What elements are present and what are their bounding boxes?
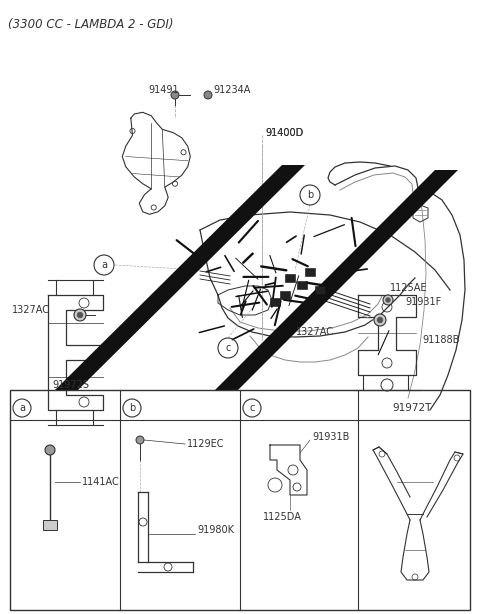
Text: a: a (19, 403, 25, 413)
Circle shape (374, 314, 386, 326)
Text: b: b (307, 190, 313, 200)
Text: 91931B: 91931B (312, 432, 349, 442)
Bar (315, 286, 325, 294)
Text: 91188B: 91188B (422, 335, 459, 345)
Bar (285, 274, 295, 282)
Circle shape (385, 298, 391, 303)
Circle shape (77, 312, 83, 318)
Circle shape (136, 436, 144, 444)
Text: 91972S: 91972S (52, 380, 89, 390)
Text: 91400D: 91400D (265, 128, 303, 138)
Text: 1141AC: 1141AC (82, 477, 120, 487)
Bar (10, 390, 470, 610)
Text: a: a (101, 260, 107, 270)
Text: 1327AC: 1327AC (12, 305, 50, 315)
Bar (270, 298, 280, 306)
Circle shape (45, 445, 55, 455)
Text: 1125AE: 1125AE (390, 283, 428, 293)
Text: b: b (129, 403, 135, 413)
Text: 1125DA: 1125DA (263, 512, 302, 522)
Bar (43, 520, 57, 530)
Text: 91972T: 91972T (392, 403, 432, 413)
Polygon shape (55, 165, 305, 390)
Circle shape (377, 317, 383, 323)
Text: (3300 CC - LAMBDA 2 - GDI): (3300 CC - LAMBDA 2 - GDI) (8, 18, 173, 31)
Circle shape (74, 309, 86, 321)
Text: c: c (249, 403, 255, 413)
Text: 91234A: 91234A (213, 85, 251, 95)
Circle shape (383, 295, 393, 305)
Text: c: c (225, 343, 231, 353)
Text: 1129EC: 1129EC (187, 439, 225, 449)
Bar (280, 291, 290, 299)
Text: 91980K: 91980K (197, 525, 234, 535)
Bar (305, 268, 315, 276)
Bar (297, 281, 307, 289)
Circle shape (204, 91, 212, 99)
Text: 91931F: 91931F (405, 297, 441, 307)
Polygon shape (215, 170, 458, 390)
Text: 91491: 91491 (148, 85, 179, 95)
Text: 91400D: 91400D (265, 128, 303, 138)
Text: 1327AC: 1327AC (296, 327, 334, 337)
Circle shape (171, 91, 179, 99)
